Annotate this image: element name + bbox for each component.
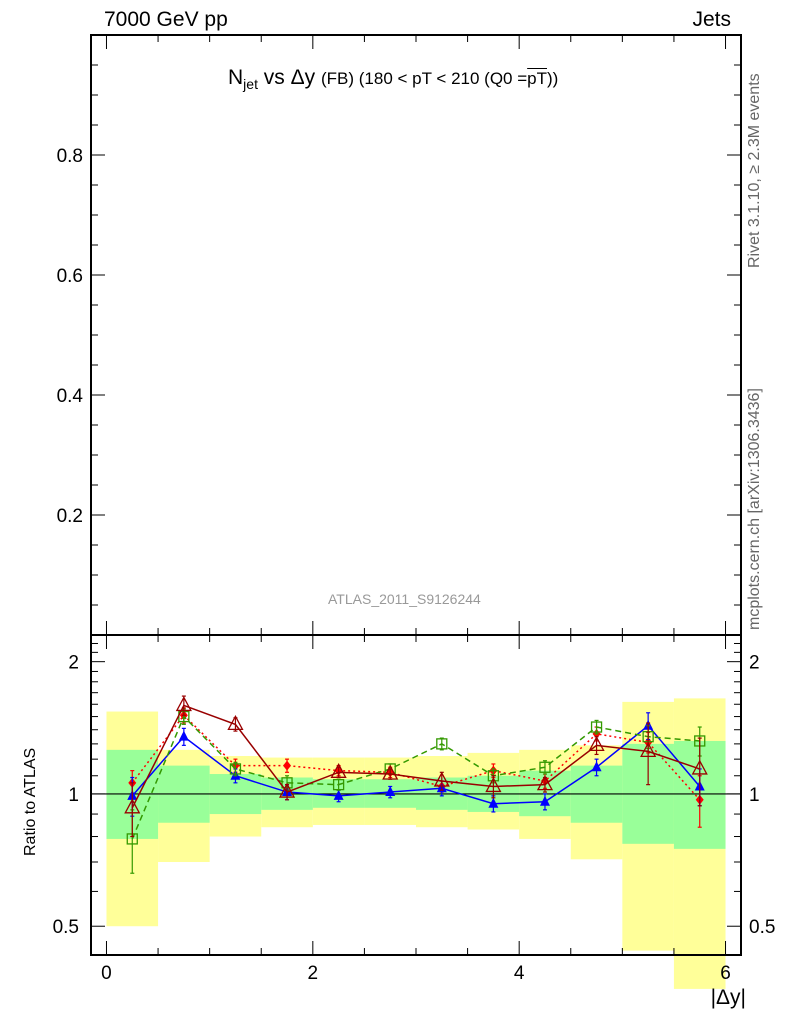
series-triangle-open [124, 695, 708, 838]
main-frame-rect [90, 34, 742, 636]
data-point [124, 798, 141, 814]
data-point [229, 763, 242, 775]
main-y-tick-label: 0.6 [57, 266, 83, 287]
ratio-y-tick-label: 0.5 [53, 917, 79, 938]
data-point [227, 714, 244, 731]
ratio-x-tick-label: 6 [720, 963, 731, 984]
data-point [640, 741, 657, 758]
ratio-y-tick-label: 2 [68, 653, 79, 674]
data-point [283, 760, 292, 771]
series-line [131, 715, 700, 840]
data-point [539, 761, 551, 773]
data-point [330, 762, 347, 778]
data-point [590, 721, 603, 733]
ratio-y-tick-label-right: 0.5 [749, 917, 775, 938]
mcplots-label: mcplots.cern.ch [arXiv:1306.3436] [746, 388, 763, 630]
rivet-version-label: Rivet 3.1.10, ≥ 2.3M events [746, 73, 763, 268]
main-y-ticks: 0.2 0.4 0.6 0.8 [57, 35, 741, 635]
data-point [488, 797, 499, 808]
ratio-y-tick-label-right: 2 [749, 653, 760, 674]
data-point [333, 789, 344, 800]
reference-label: ATLAS_2011_S9126244 [328, 591, 481, 607]
category-label: Jets [692, 8, 731, 31]
data-point [588, 735, 605, 752]
series-line [131, 724, 701, 805]
main-y-tick-label: 0.4 [57, 386, 84, 407]
data-point [485, 777, 502, 793]
ratio-x-tick-label: 4 [514, 963, 525, 984]
ratio-y-tick-label: 1 [68, 785, 79, 806]
data-point [175, 696, 192, 712]
data-point [539, 795, 550, 806]
data-point [433, 771, 450, 787]
title-n: N [228, 66, 244, 89]
ratio-x-tick-label: 0 [101, 963, 112, 984]
ratio-series [124, 695, 708, 874]
data-point [536, 775, 554, 791]
title-range: (180 < pT < 210 (Q0 = [354, 69, 528, 88]
x-axis-label: |Δy| [710, 986, 746, 1009]
title-close: )) [547, 69, 559, 88]
data-point [278, 782, 296, 798]
data-point [436, 738, 448, 750]
data-point [591, 761, 602, 772]
data-point [382, 764, 399, 780]
data-point [691, 759, 708, 775]
main-panel-frame [90, 34, 742, 636]
title-pt-bar: pT [527, 69, 547, 88]
y-axis-label: Ratio to ATLAS [22, 747, 39, 856]
title-jet-subscript: jet [243, 76, 258, 92]
data-point [332, 778, 345, 791]
main-y-tick-label: 0.8 [57, 146, 83, 167]
data-point [385, 786, 396, 797]
series-line [131, 704, 700, 809]
plot-title: Njet vs Δy (FB) (180 < pT < 210 (Q0 =pT)… [228, 66, 558, 92]
title-vs: vs Δy [257, 66, 321, 89]
title-fb: (FB) [321, 69, 355, 88]
ratio-x-tick-label: 2 [308, 963, 319, 984]
main-y-tick-label: 0.2 [57, 506, 83, 527]
data-point [178, 730, 189, 741]
ratio-y-tick-label-right: 1 [749, 785, 760, 806]
ratio-ticks: 0.5 0.5 1 1 2 2 0 2 4 6 [53, 635, 775, 984]
series-line [131, 714, 701, 801]
energy-label: 7000 GeV pp [104, 8, 228, 31]
